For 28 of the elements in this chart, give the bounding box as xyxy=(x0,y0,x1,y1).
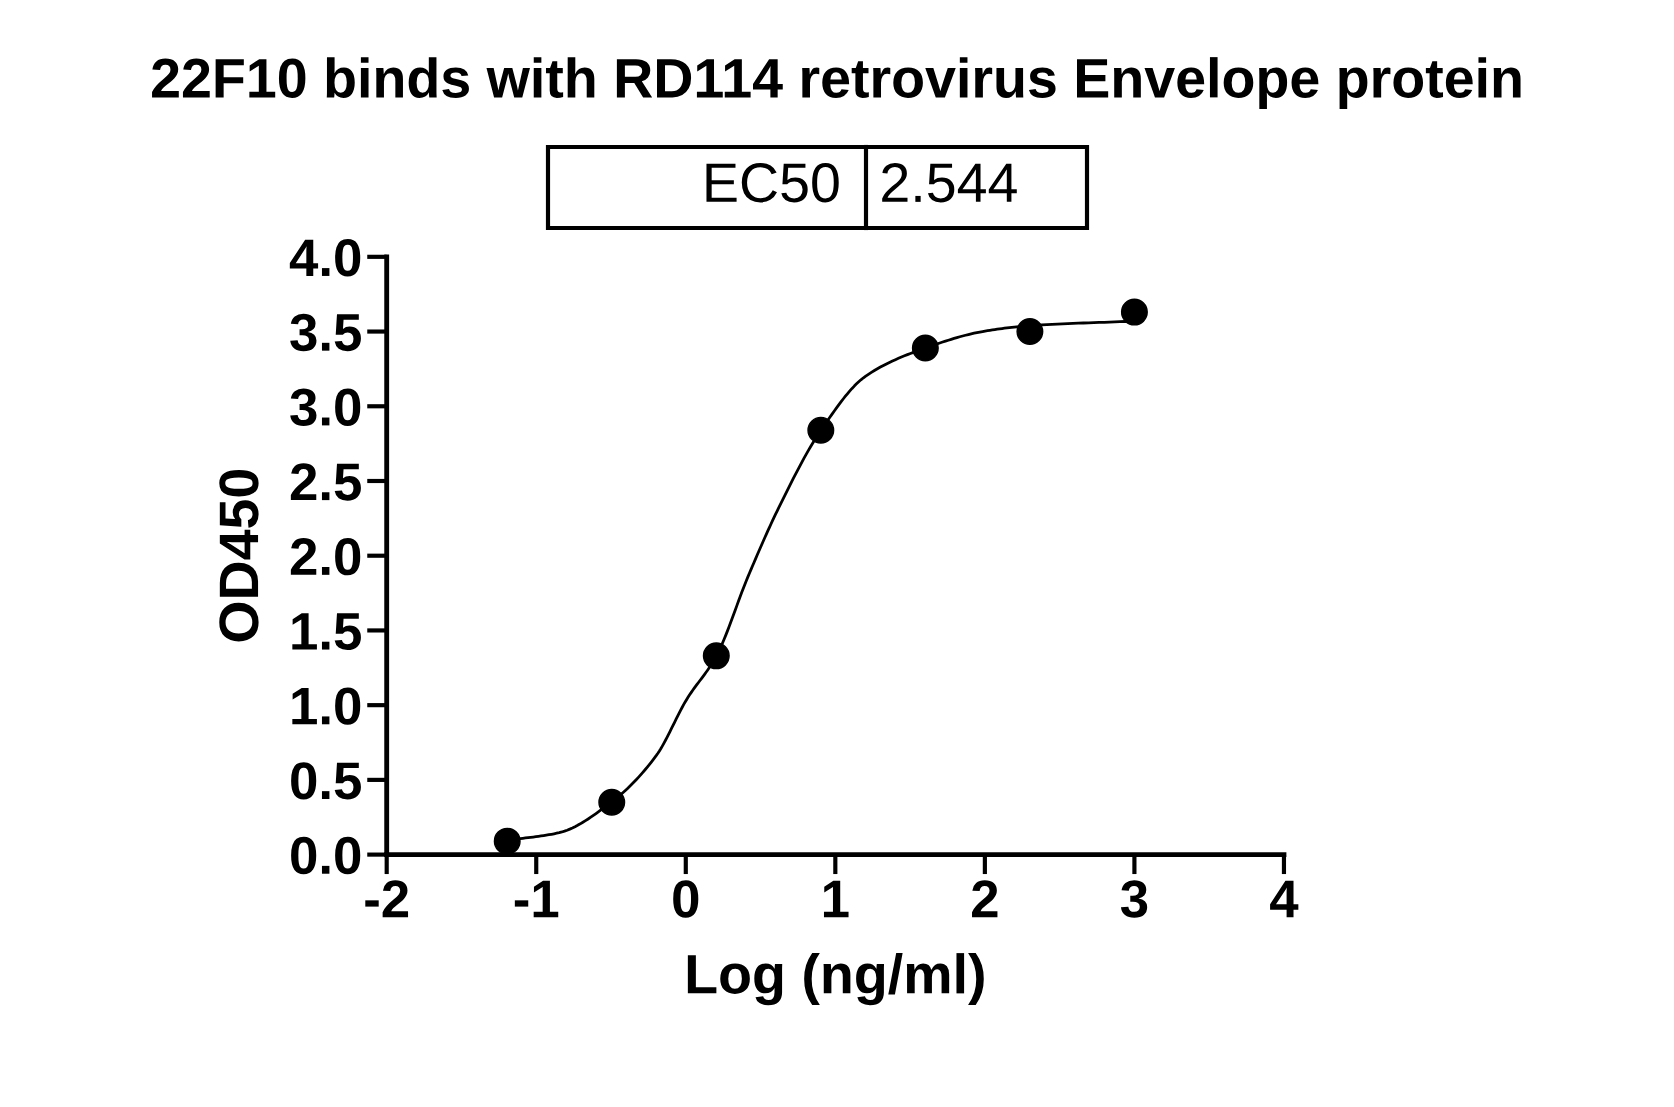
point xyxy=(493,827,521,855)
point xyxy=(702,642,730,670)
y-tick-label: 1.0 xyxy=(292,687,361,725)
y-tick-label: 1.5 xyxy=(292,613,361,651)
x-tick-label: 0 xyxy=(673,880,699,918)
y-tick-label: 0.5 xyxy=(291,762,361,800)
y-tick-label: 3.5 xyxy=(290,313,361,352)
point xyxy=(598,788,626,816)
text: 2.544 xyxy=(882,163,1017,203)
point xyxy=(911,334,939,362)
x-tick-label: 3 xyxy=(1120,880,1148,918)
point xyxy=(1016,318,1044,346)
y-tick-label: 2.0 xyxy=(290,537,361,576)
x-tick-label: 4 xyxy=(1270,880,1299,918)
text: EC50 xyxy=(706,163,839,203)
y-axis-title: OD450 xyxy=(219,469,259,642)
y-tick-label: 3.0 xyxy=(290,388,361,426)
x-tick-label: -2 xyxy=(365,880,409,918)
x-tick-label: -1 xyxy=(514,880,559,918)
y-tick-label: 2.5 xyxy=(290,463,361,501)
y-tick-label: 0.0 xyxy=(291,836,361,875)
point xyxy=(1120,298,1148,326)
y-tick-label: 4.0 xyxy=(289,239,361,277)
x-axis-title: Log (ng/ml) xyxy=(687,953,984,1006)
x-tick-label: 1 xyxy=(823,880,849,918)
point xyxy=(807,416,835,444)
chart-title: 22F10 binds with RD114 retrovirus Envelope protein xyxy=(152,57,1521,109)
x-tick-label: 2 xyxy=(972,880,998,918)
